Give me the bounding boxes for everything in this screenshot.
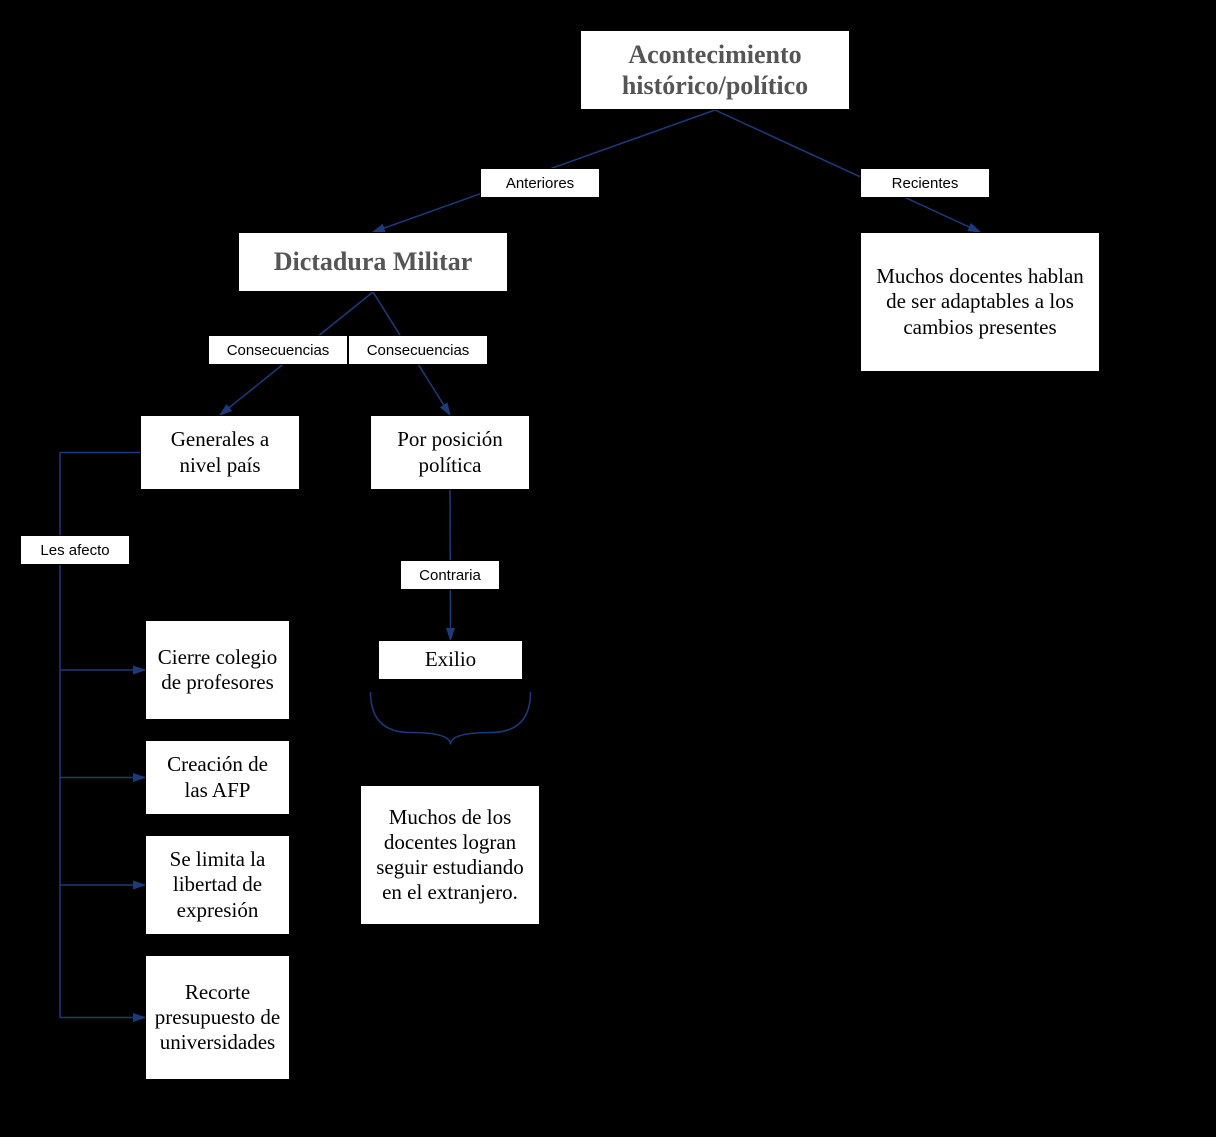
node-root: Acontecimiento histórico/político	[580, 30, 850, 110]
edge-label-cons1: Consecuencias	[208, 335, 348, 365]
node-c1: Cierre colegio de profesores	[145, 620, 290, 720]
node-exilio: Exilio	[378, 640, 523, 680]
edge-label-ant: Anteriores	[480, 168, 600, 198]
node-c2: Creación de las AFP	[145, 740, 290, 815]
edge-label-rec: Recientes	[860, 168, 990, 198]
edge-label-cons2: Consecuencias	[348, 335, 488, 365]
edge-label-afecto: Les afecto	[20, 535, 130, 565]
node-c3: Se limita la libertad de expresión	[145, 835, 290, 935]
node-dict: Dictadura Militar	[238, 232, 508, 292]
node-c4: Recorte presupuesto de universidades	[145, 955, 290, 1080]
node-ext: Muchos de los docentes logran seguir est…	[360, 785, 540, 925]
node-recent: Muchos docentes hablan de ser adaptables…	[860, 232, 1100, 372]
node-gen: Generales a nivel país	[140, 415, 300, 490]
node-pos: Por posición política	[370, 415, 530, 490]
edge-label-contr: Contraria	[400, 560, 500, 590]
